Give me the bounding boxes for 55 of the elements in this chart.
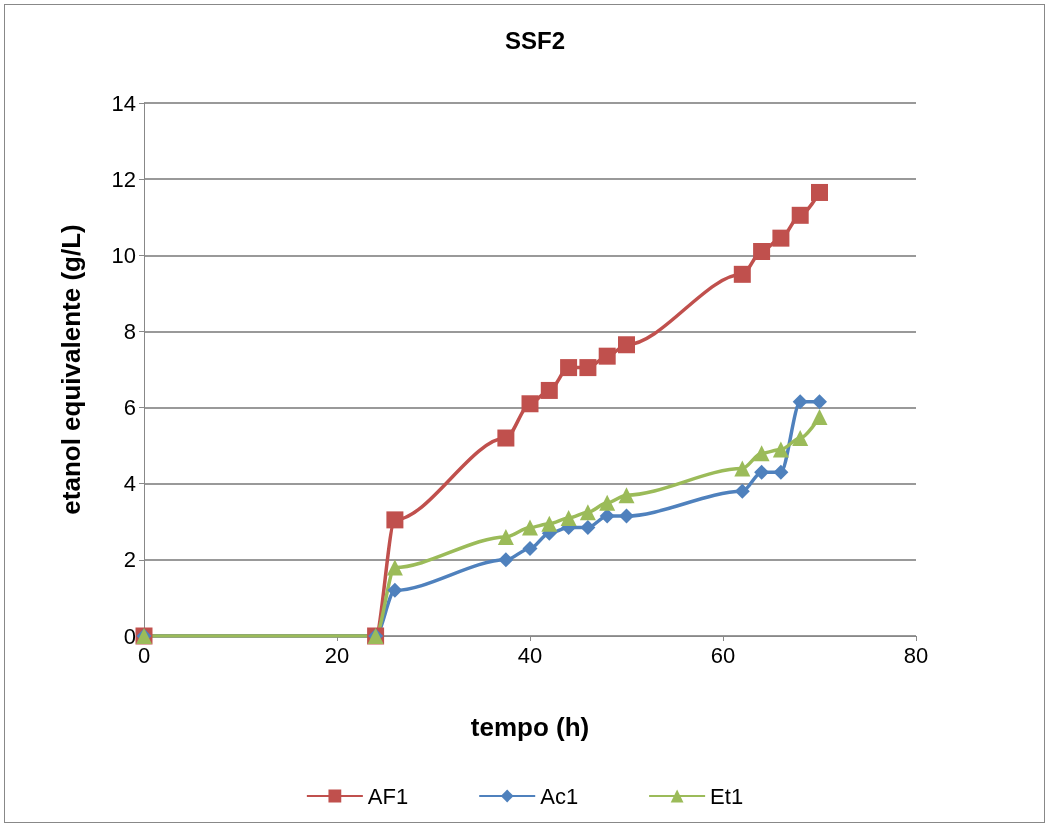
point: [812, 394, 827, 410]
point: [618, 336, 635, 354]
point: [541, 515, 558, 532]
point: [497, 529, 514, 546]
chart-title: SSF2: [504, 26, 566, 54]
point: [599, 494, 616, 511]
y-tick-label: 4: [123, 471, 136, 497]
y-tick-label: 8: [123, 318, 136, 344]
y-tick-label: 10: [111, 242, 136, 268]
y-tick-label: 2: [123, 547, 136, 573]
point: [560, 509, 577, 526]
x-axis-title: tempo (h): [470, 712, 590, 742]
point: [560, 359, 578, 377]
y-tick-label: 14: [111, 90, 136, 116]
point: [386, 559, 403, 576]
y-tick-label: 0: [123, 623, 136, 649]
point: [599, 508, 615, 524]
legend-label: Et1: [710, 783, 744, 809]
point: [540, 381, 558, 399]
point: [792, 430, 809, 447]
point: [791, 206, 809, 224]
y-axis-title: etanol equivalente (g/L): [56, 224, 86, 515]
point: [580, 520, 596, 535]
point: [811, 409, 828, 426]
point: [618, 487, 635, 504]
point: [772, 229, 790, 247]
point: [754, 464, 770, 480]
point: [598, 347, 616, 365]
point: [734, 460, 751, 477]
point: [579, 359, 597, 377]
y-tick-label: 6: [123, 395, 136, 421]
point: [522, 519, 538, 536]
point: [579, 504, 596, 521]
point: [386, 511, 404, 529]
point: [521, 395, 539, 413]
point: [522, 540, 538, 556]
point: [733, 265, 751, 283]
point: [734, 483, 750, 499]
x-tick-label: 20: [324, 642, 350, 668]
point: [792, 394, 808, 410]
x-tick-label: 80: [903, 642, 929, 668]
point: [619, 508, 634, 524]
point: [773, 464, 789, 480]
point: [753, 242, 771, 260]
point: [498, 552, 514, 568]
point: [811, 183, 828, 201]
legend-label: AF1: [367, 783, 409, 809]
point: [753, 445, 770, 462]
point: [772, 441, 789, 458]
point: [497, 429, 515, 447]
x-tick-label: 60: [710, 642, 736, 668]
x-tick-label: 40: [517, 642, 543, 668]
legend-label: Ac1: [540, 783, 579, 809]
point: [387, 582, 403, 598]
y-tick-label: 12: [111, 166, 136, 192]
